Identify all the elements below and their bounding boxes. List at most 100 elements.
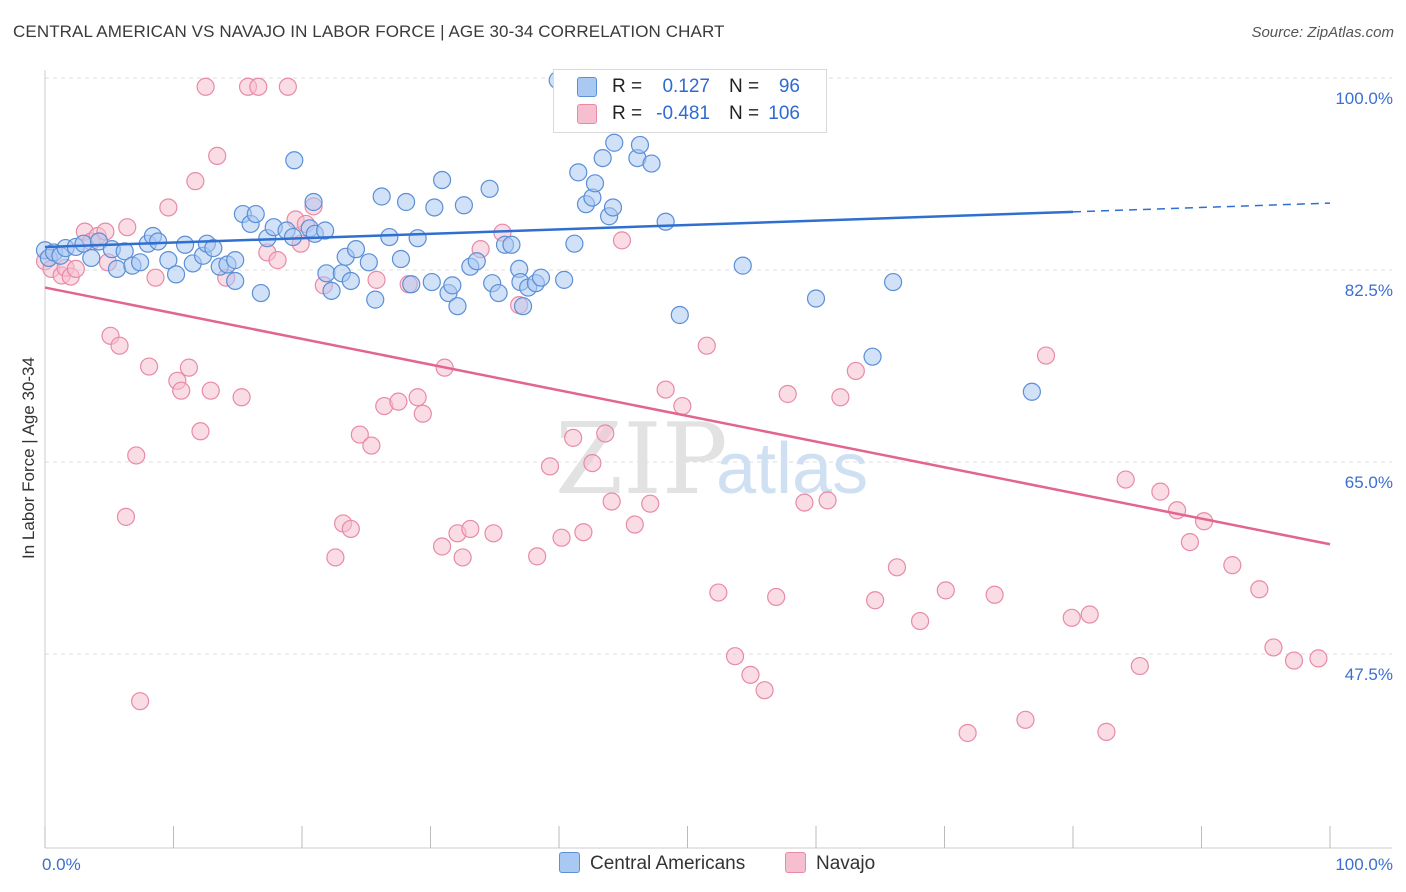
navajo-point — [910, 611, 930, 631]
navajo-point — [341, 519, 360, 539]
central-american-point — [531, 268, 551, 287]
navajo-point — [1250, 580, 1269, 599]
navajo-point — [709, 583, 728, 602]
navajo-point — [755, 681, 774, 700]
navajo-point — [1097, 722, 1116, 741]
navajo-point — [1130, 656, 1149, 676]
navajo-point — [887, 558, 907, 577]
blue-swatch — [577, 77, 597, 97]
central-american-trend-extension — [1072, 202, 1331, 213]
central-american-point — [425, 198, 444, 217]
central-american-point — [159, 251, 178, 270]
navajo-point — [326, 548, 345, 567]
central-american-point — [422, 272, 441, 292]
central-american-point — [396, 192, 416, 212]
central-american-point — [346, 240, 366, 259]
r-label: R = — [612, 76, 643, 97]
central-american-point — [130, 253, 150, 272]
watermark-atlas: atlas — [716, 429, 868, 509]
central-american-point — [204, 238, 223, 258]
navajo-point — [159, 198, 178, 217]
navajo-point — [528, 547, 547, 566]
x-tick-label: 0.0% — [42, 855, 81, 874]
central-american-point — [107, 259, 127, 279]
n-label: N = — [729, 76, 760, 97]
central-american-point — [316, 221, 335, 240]
central-american-point — [467, 252, 486, 271]
navajo-point — [741, 665, 760, 684]
navajo-point — [656, 380, 675, 399]
navajo-point — [625, 515, 644, 534]
central-american-point — [226, 251, 245, 270]
central-american-point — [642, 154, 661, 173]
navajo-point — [1036, 346, 1056, 365]
central-american-point — [603, 198, 623, 217]
navajo-point — [116, 507, 136, 526]
central-american-point — [304, 192, 323, 212]
navajo-point — [612, 231, 632, 250]
central-american-point — [670, 305, 689, 325]
navajo-point — [232, 388, 251, 407]
navajo-point — [110, 336, 129, 355]
navajo-point — [367, 270, 386, 289]
central-american-point — [555, 270, 574, 289]
navajo-points — [35, 77, 1328, 743]
r-value: 0.127 — [662, 76, 710, 97]
central-american-point — [408, 229, 427, 248]
navajo-point — [130, 692, 150, 711]
navajo-point — [1116, 470, 1135, 489]
pink-swatch — [577, 104, 597, 124]
navajo-point — [249, 77, 268, 96]
navajo-point — [461, 519, 480, 539]
navajo-point — [362, 436, 381, 455]
r-value: -0.481 — [656, 103, 710, 124]
y-tick-label: 100.0% — [1335, 89, 1393, 108]
n-value: 96 — [778, 76, 800, 97]
legend-label: Central Americans — [590, 853, 746, 874]
navajo-point — [673, 396, 692, 416]
navajo-point — [268, 251, 287, 270]
central-american-point — [480, 179, 499, 198]
central-american-point — [733, 256, 752, 275]
watermark-zip: ZIP — [555, 403, 728, 517]
navajo-point — [818, 491, 837, 510]
central-american-point — [115, 242, 134, 261]
navajo-point — [596, 424, 615, 443]
navajo-point — [552, 528, 571, 547]
central-american-point — [166, 265, 186, 284]
navajo-point — [278, 77, 297, 96]
navajo-point — [350, 425, 369, 444]
blue-swatch — [559, 852, 580, 873]
navajo-point — [1180, 532, 1200, 552]
central-american-point — [391, 249, 411, 269]
central-american-point — [175, 235, 195, 254]
central-american-point — [246, 204, 265, 224]
axes — [44, 70, 1392, 849]
navajo-point — [172, 381, 191, 400]
navajo-point — [985, 585, 1004, 604]
navajo-point — [540, 457, 560, 476]
navajo-point — [127, 446, 146, 465]
pink-swatch — [785, 852, 806, 873]
source-label: Source: ZipAtlas.com — [1251, 24, 1394, 41]
n-value: 106 — [768, 103, 800, 124]
navajo-point — [1016, 710, 1035, 729]
central-american-point — [285, 151, 304, 170]
y-tick-label: 82.5% — [1345, 281, 1393, 300]
navajo-point — [1080, 605, 1099, 624]
central-american-point — [1022, 382, 1041, 401]
navajo-point — [778, 384, 797, 404]
central-american-point — [226, 271, 245, 291]
navajo-point — [831, 388, 850, 407]
navajo-point — [1264, 638, 1283, 657]
navajo-point — [936, 581, 955, 600]
central-american-point — [448, 297, 467, 316]
navajo-point — [767, 587, 786, 607]
central-american-point — [251, 283, 270, 303]
navajo-trend-line — [44, 286, 1331, 546]
central-american-point — [565, 234, 584, 253]
navajo-point — [484, 524, 503, 543]
navajo-point — [641, 494, 660, 513]
central-american-point — [883, 272, 903, 292]
